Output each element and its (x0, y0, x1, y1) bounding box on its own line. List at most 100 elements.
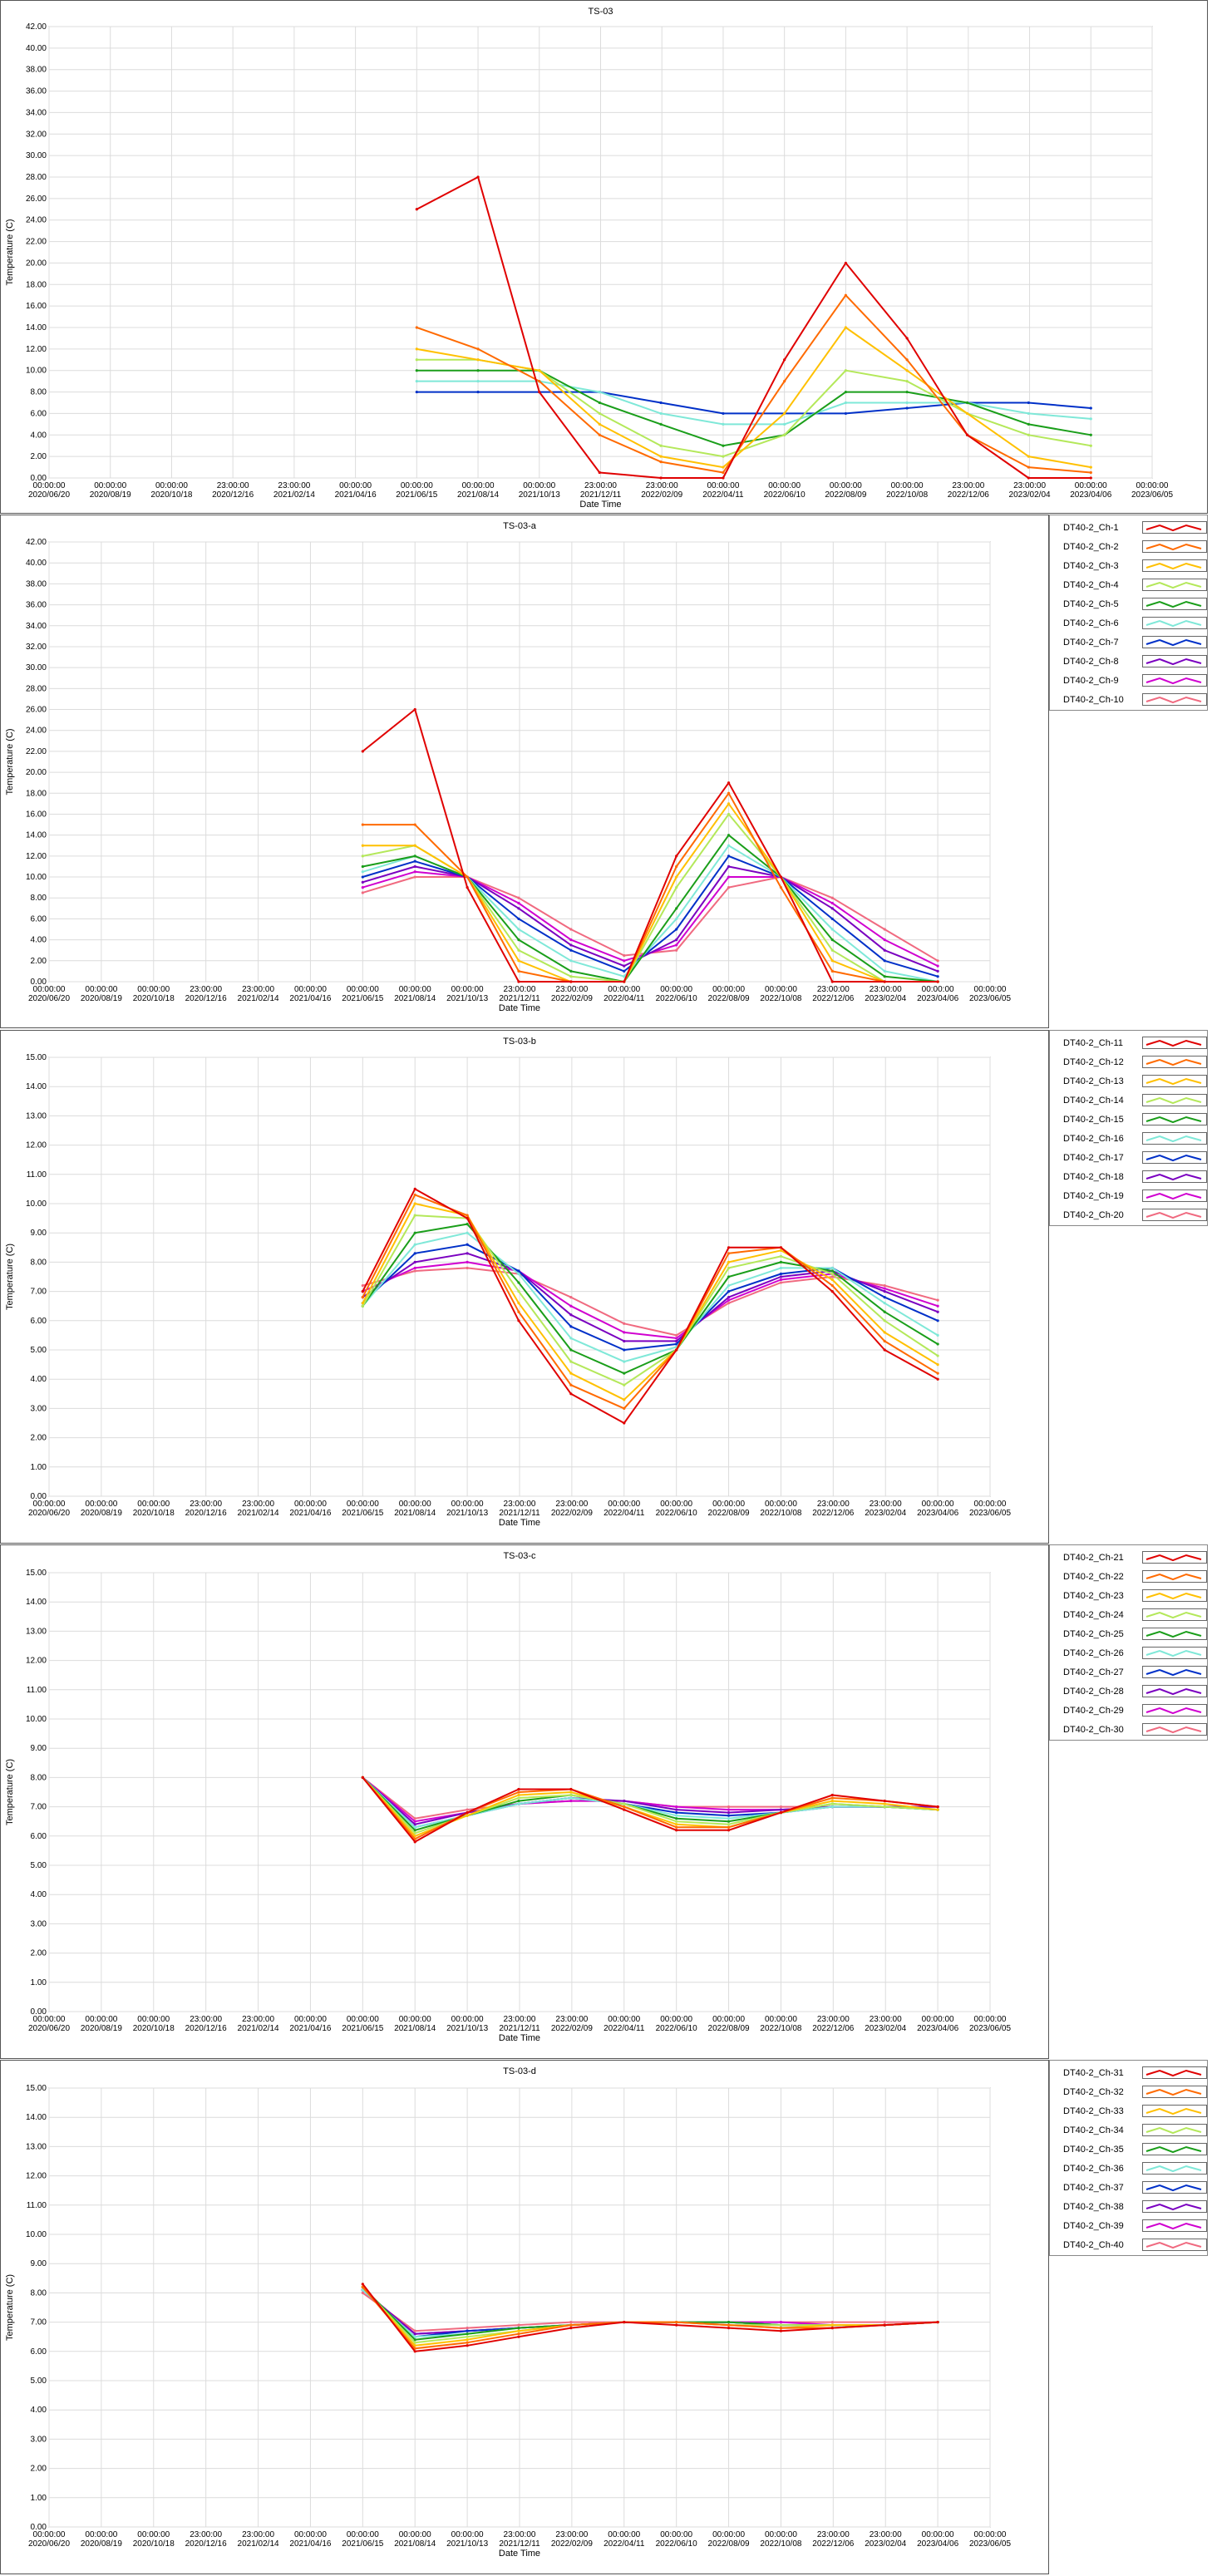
x-tick-time: 23:00:00 (190, 2015, 222, 2024)
data-point (936, 959, 939, 963)
data-point (1027, 422, 1030, 426)
x-tick-date: 2022/12/06 (948, 490, 989, 500)
data-point (569, 1787, 573, 1791)
data-point (722, 455, 725, 458)
x-tick-date: 2023/02/04 (865, 1509, 906, 1518)
data-point (779, 2327, 783, 2330)
data-point (722, 470, 725, 475)
x-tick-date: 2022/02/09 (551, 1509, 593, 1518)
legend-swatch (1142, 2066, 1207, 2079)
y-tick-label: 6.00 (31, 914, 47, 924)
data-point (675, 928, 678, 931)
data-point (569, 959, 573, 963)
data-point (727, 802, 731, 805)
y-tick-label: 30.00 (26, 151, 47, 160)
data-point (936, 1304, 939, 1308)
x-tick-time: 00:00:00 (33, 2015, 66, 2024)
data-point (727, 2323, 731, 2327)
data-point (517, 2335, 520, 2338)
x-tick-time: 00:00:00 (765, 1500, 797, 1509)
y-tick-label: 11.00 (27, 1170, 47, 1180)
data-point (476, 369, 480, 372)
x-axis-label: Date Time (499, 1003, 540, 1013)
data-point (415, 358, 418, 362)
legend-swatch (1142, 1056, 1207, 1068)
data-point (675, 917, 678, 921)
data-point (569, 1296, 573, 1299)
data-point (538, 369, 541, 372)
x-tick-time: 23:00:00 (870, 1500, 902, 1509)
data-point (659, 444, 663, 447)
data-point (936, 1377, 939, 1381)
data-point (1027, 411, 1030, 416)
x-tick-date: 2022/10/08 (760, 2539, 801, 2549)
data-point (569, 1360, 573, 1363)
y-tick-label: 8.00 (31, 894, 47, 903)
y-tick-label: 13.00 (26, 2142, 47, 2151)
x-tick-date: 2020/12/16 (185, 1509, 227, 1518)
series-line-1 (362, 2283, 939, 2352)
data-point (830, 928, 834, 931)
data-point (361, 875, 364, 879)
x-tick-time: 23:00:00 (555, 2530, 588, 2539)
x-tick-date: 2021/10/13 (446, 2539, 488, 2549)
legend-label: DT40-2_Ch-23 (1063, 1590, 1124, 1601)
y-axis-label: Temperature (C) (5, 1759, 15, 1825)
data-point (779, 1266, 783, 1270)
data-point (415, 326, 418, 329)
data-point (413, 2347, 416, 2350)
data-point (413, 1266, 416, 1270)
data-point (466, 2341, 469, 2344)
data-point (517, 2329, 520, 2332)
x-tick-time: 00:00:00 (768, 481, 801, 490)
legend-swatch (1142, 1209, 1207, 1221)
data-point (830, 980, 834, 983)
data-point (361, 880, 364, 884)
legend-swatch (1142, 2086, 1207, 2098)
data-point (517, 1796, 520, 1800)
x-tick-date: 2023/02/04 (1009, 490, 1051, 500)
data-point (727, 1829, 731, 1832)
x-tick-date: 2022/12/06 (812, 2024, 854, 2033)
legend-label: DT40-2_Ch-32 (1063, 2086, 1124, 2097)
x-tick-time: 00:00:00 (33, 2530, 66, 2539)
y-tick-label: 10.00 (26, 367, 47, 376)
data-point (517, 1799, 520, 1803)
x-tick-time: 00:00:00 (608, 1500, 640, 1509)
legend-label: DT40-2_Ch-12 (1063, 1057, 1124, 1067)
data-point (779, 875, 783, 879)
data-point (727, 781, 731, 785)
legend-item: DT40-2_Ch-31 (1050, 2063, 1207, 2082)
legend-label: DT40-2_Ch-9 (1063, 675, 1119, 686)
x-tick-time: 00:00:00 (462, 481, 495, 490)
legend-label: DT40-2_Ch-22 (1063, 1571, 1124, 1582)
x-tick-time: 00:00:00 (451, 2530, 484, 2539)
x-tick-date: 2021/02/14 (238, 1509, 279, 1518)
y-tick-label: 6.00 (31, 409, 47, 418)
x-tick-date: 2022/10/08 (886, 490, 928, 500)
data-point (675, 938, 678, 942)
data-point (517, 959, 520, 963)
data-point (830, 948, 834, 952)
x-tick-time: 23:00:00 (952, 481, 984, 490)
legend-item: DT40-2_Ch-34 (1050, 2120, 1207, 2140)
y-tick-label: 4.00 (31, 2406, 47, 2415)
x-tick-time: 23:00:00 (1013, 481, 1046, 490)
data-point (779, 1805, 783, 1809)
y-tick-label: 2.00 (31, 1949, 47, 1958)
data-point (517, 1290, 520, 1293)
data-point (905, 358, 909, 362)
y-tick-label: 38.00 (26, 66, 47, 75)
x-tick-time: 00:00:00 (33, 481, 66, 490)
y-tick-label: 3.00 (31, 1919, 47, 1928)
x-tick-date: 2020/06/20 (28, 2539, 70, 2549)
series-line-6 (362, 1232, 939, 1363)
data-point (1089, 465, 1092, 469)
data-point (779, 1254, 783, 1258)
x-tick-time: 00:00:00 (94, 481, 126, 490)
legend-swatch (1142, 2162, 1207, 2175)
data-point (727, 875, 731, 879)
data-point (722, 476, 725, 480)
x-tick-date: 2020/12/16 (185, 2539, 227, 2549)
legend-swatch (1142, 598, 1207, 610)
